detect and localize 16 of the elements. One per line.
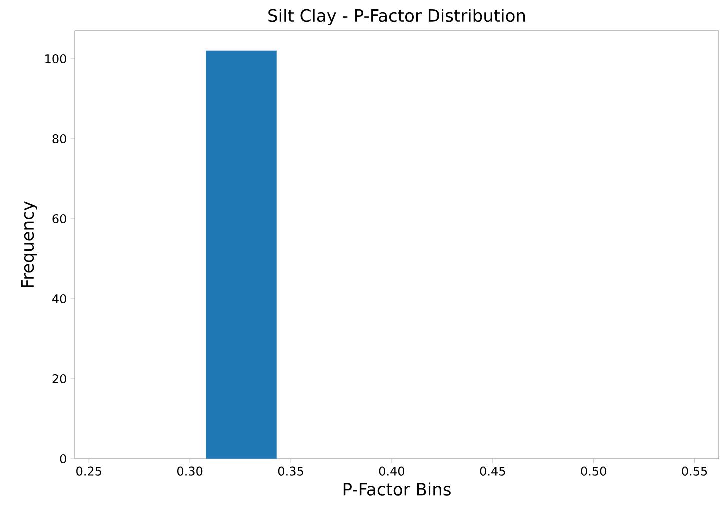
x-axis-title: P-Factor Bins: [344, 482, 451, 496]
chart-title: Silt Clay - P-Factor Distribution: [268, 9, 526, 26]
y-tick-label: 40: [52, 294, 66, 304]
x-tick-label: 0.55: [682, 466, 708, 476]
x-tick-label: 0.25: [76, 466, 102, 476]
x-tick-label: 0.50: [581, 466, 606, 476]
x-tick-label: 0.35: [278, 466, 304, 476]
y-tick-label: 60: [52, 214, 66, 224]
y-tick-label: 80: [52, 134, 66, 144]
y-tick-label: 100: [46, 54, 66, 64]
y-tick-label: 0: [60, 454, 66, 464]
x-tick-label: 0.40: [379, 466, 405, 476]
x-tick-label: 0.45: [480, 466, 506, 476]
y-axis-title: Frequency: [22, 202, 38, 288]
y-tick-label: 20: [52, 374, 66, 384]
x-tick-label: 0.30: [178, 466, 203, 476]
